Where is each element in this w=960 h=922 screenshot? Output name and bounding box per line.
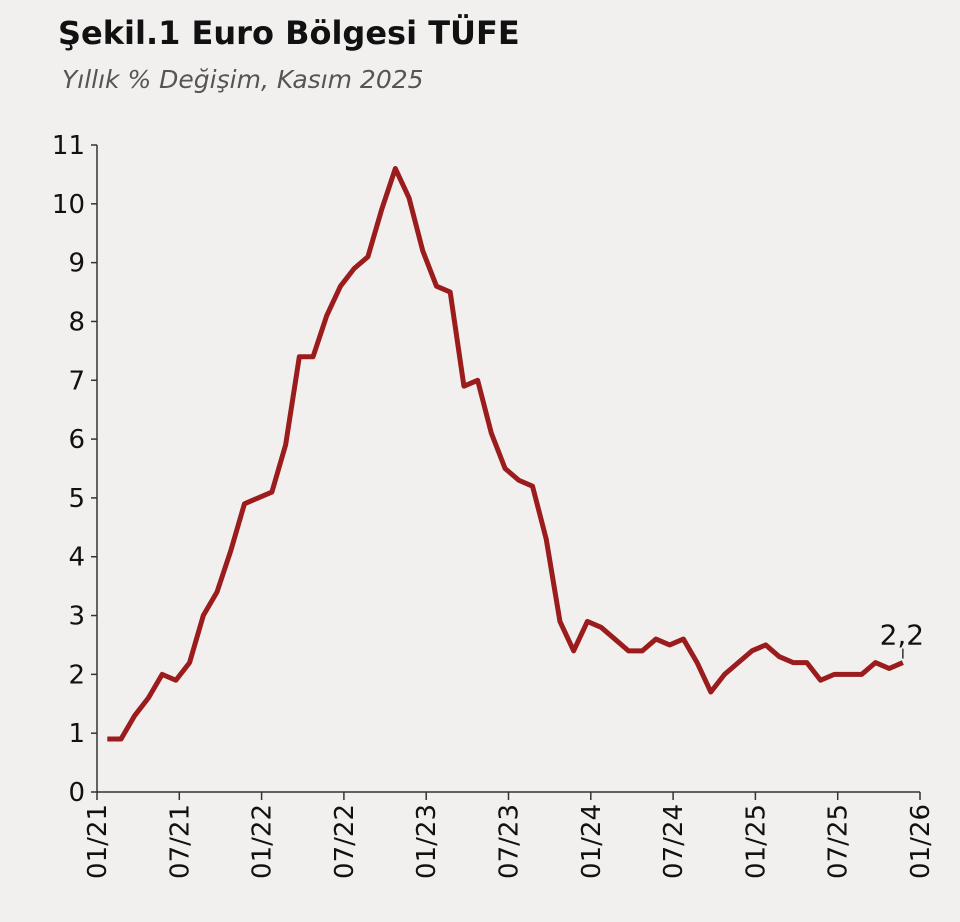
x-tick-label: 07/23 — [495, 804, 525, 879]
y-tick-label: 3 — [68, 602, 85, 632]
chart-subtitle: Yıllık % Değişim, Kasım 2025 — [62, 65, 424, 94]
series-line — [107, 166, 904, 742]
y-tick-label: 7 — [68, 366, 85, 396]
x-tick-label: 07/25 — [824, 804, 854, 879]
x-tick-label: 07/21 — [165, 804, 195, 879]
x-tick-label: 01/21 — [83, 804, 113, 879]
x-tick-label: 01/22 — [248, 804, 278, 879]
y-tick-label: 6 — [68, 425, 85, 455]
x-tick-label: 01/25 — [741, 804, 771, 879]
y-tick-label: 1 — [68, 719, 85, 749]
y-tick-label: 0 — [68, 778, 85, 808]
y-tick-label: 11 — [52, 131, 85, 161]
data-label: 2,2 — [880, 619, 925, 652]
x-tick-label: 01/23 — [412, 804, 442, 879]
x-tick-label: 01/26 — [906, 804, 936, 879]
y-tick-label: 8 — [68, 307, 85, 337]
x-tick-label: 07/24 — [659, 804, 689, 879]
y-tick-label: 2 — [68, 660, 85, 690]
y-tick-label: 4 — [68, 543, 85, 573]
x-tick-label: 01/24 — [577, 804, 607, 879]
chart-title: Şekil.1 Euro Bölgesi TÜFE — [58, 14, 520, 52]
y-tick-label: 10 — [52, 190, 85, 220]
x-tick-label: 07/22 — [330, 804, 360, 879]
y-tick-label: 5 — [68, 484, 85, 514]
y-tick-label: 9 — [68, 249, 85, 279]
